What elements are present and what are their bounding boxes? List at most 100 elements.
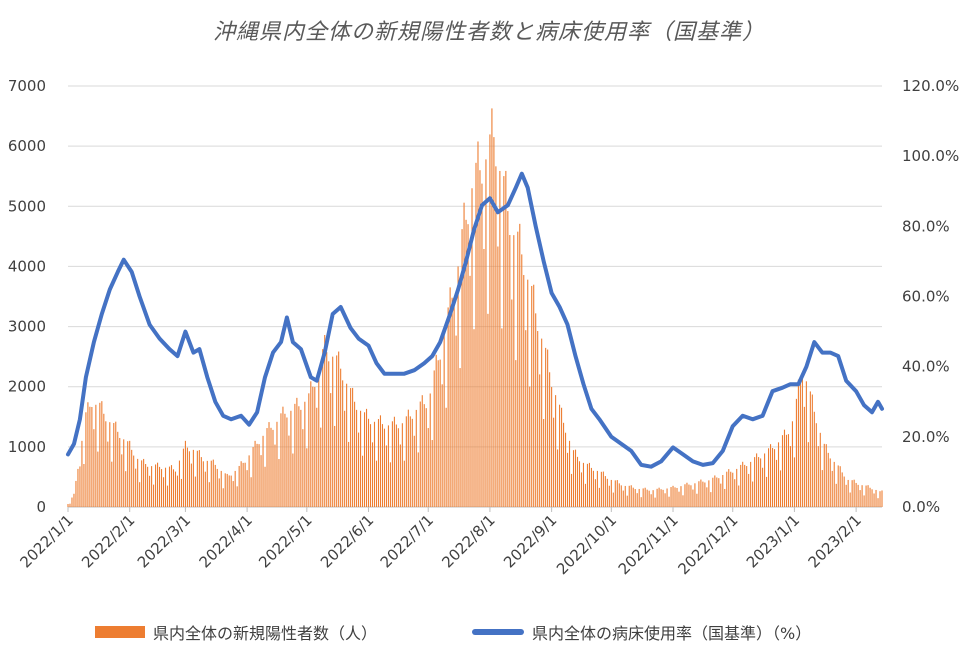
- case-bar: [654, 497, 656, 507]
- case-bar: [539, 374, 541, 507]
- case-bar: [499, 170, 501, 507]
- case-bar: [147, 466, 149, 507]
- case-bar: [535, 313, 537, 507]
- x-axis-tick-label: 2022/8/1: [438, 511, 498, 571]
- case-bar: [445, 407, 447, 507]
- case-bar: [521, 254, 523, 507]
- case-bar: [624, 485, 626, 507]
- case-bar: [566, 452, 569, 507]
- case-bar: [551, 387, 553, 507]
- case-bar: [103, 413, 105, 507]
- case-bar: [626, 495, 628, 507]
- case-bar: [620, 485, 622, 507]
- case-bar: [346, 383, 348, 507]
- case-bar: [513, 235, 515, 507]
- case-bar: [676, 487, 678, 507]
- right-axis-tick-label: 100.0%: [902, 147, 959, 165]
- case-bar: [865, 485, 867, 507]
- case-bar: [867, 485, 869, 507]
- case-bar: [594, 479, 596, 507]
- case-bar: [377, 419, 380, 507]
- case-bar: [250, 477, 252, 507]
- left-axis-tick-label: 0: [36, 498, 46, 516]
- case-bar: [642, 488, 644, 507]
- case-bar: [640, 497, 642, 507]
- right-axis-tick-label: 80.0%: [902, 217, 950, 235]
- case-bar: [437, 360, 439, 507]
- case-bar: [714, 475, 716, 507]
- case-bar: [157, 462, 159, 507]
- case-bar: [318, 368, 320, 507]
- chart-title: 沖縄県内全体の新規陽性者数と病床使用率（国基準）: [212, 20, 765, 45]
- case-bar: [320, 427, 322, 507]
- case-bar: [698, 481, 700, 507]
- case-bar: [541, 338, 543, 507]
- case-bar: [348, 441, 350, 507]
- case-bar: [529, 386, 531, 507]
- case-bar: [752, 481, 754, 507]
- case-bar: [117, 431, 119, 507]
- case-bar: [441, 384, 443, 507]
- right-axis-tick-label: 20.0%: [902, 428, 950, 446]
- case-bar: [107, 441, 109, 507]
- legend-label-bed-rate: 県内全体の病床使用率（国基準）（%）: [532, 624, 812, 643]
- case-bar: [580, 472, 583, 507]
- case-bar: [196, 450, 198, 507]
- case-bar: [208, 482, 210, 507]
- x-axis-tick-label: 2022/2/1: [78, 511, 138, 571]
- case-bar: [634, 489, 636, 507]
- case-bar: [568, 440, 571, 507]
- case-bar: [105, 421, 107, 507]
- case-bar: [821, 470, 823, 507]
- case-bar: [308, 393, 310, 507]
- case-bar: [734, 479, 736, 507]
- case-bar: [598, 487, 600, 507]
- case-bar: [222, 488, 224, 507]
- case-bar: [666, 488, 668, 507]
- case-bar: [835, 483, 837, 507]
- case-bar: [495, 166, 497, 507]
- case-bar: [799, 378, 801, 507]
- case-bar: [674, 487, 676, 507]
- case-bar: [141, 460, 143, 507]
- case-bar: [760, 458, 762, 507]
- case-bar: [819, 432, 821, 507]
- case-bar: [791, 421, 793, 507]
- case-bar: [722, 475, 724, 507]
- case-bar: [730, 471, 732, 507]
- case-bar: [515, 360, 517, 507]
- case-bar: [330, 393, 332, 507]
- case-bar: [533, 284, 535, 507]
- case-bar: [728, 469, 730, 507]
- case-bar: [447, 307, 449, 507]
- case-bar: [67, 503, 69, 507]
- case-bar: [97, 451, 99, 507]
- case-bar: [381, 424, 384, 507]
- case-bar: [696, 493, 698, 507]
- case-bar: [300, 409, 302, 507]
- left-axis-tick-label: 6000: [8, 137, 46, 155]
- case-bar: [180, 478, 182, 507]
- case-bar: [881, 490, 883, 507]
- case-bar: [584, 483, 587, 507]
- case-bar: [859, 490, 861, 507]
- case-bar: [553, 417, 555, 507]
- case-bar: [871, 489, 873, 507]
- case-bar: [493, 137, 495, 507]
- case-bar: [694, 483, 696, 507]
- case-bar: [338, 351, 340, 507]
- case-bar: [87, 402, 89, 507]
- case-bar: [606, 478, 608, 507]
- case-bar: [224, 473, 226, 507]
- case-bar: [413, 435, 415, 507]
- case-bar: [371, 442, 374, 507]
- case-bar: [785, 434, 788, 507]
- case-bar: [543, 419, 545, 507]
- case-bar: [236, 486, 238, 507]
- case-bar: [190, 463, 192, 507]
- case-bar: [638, 488, 640, 507]
- case-bar: [282, 406, 284, 507]
- case-bar: [270, 427, 272, 507]
- case-bar: [851, 480, 853, 507]
- case-bar: [628, 485, 630, 507]
